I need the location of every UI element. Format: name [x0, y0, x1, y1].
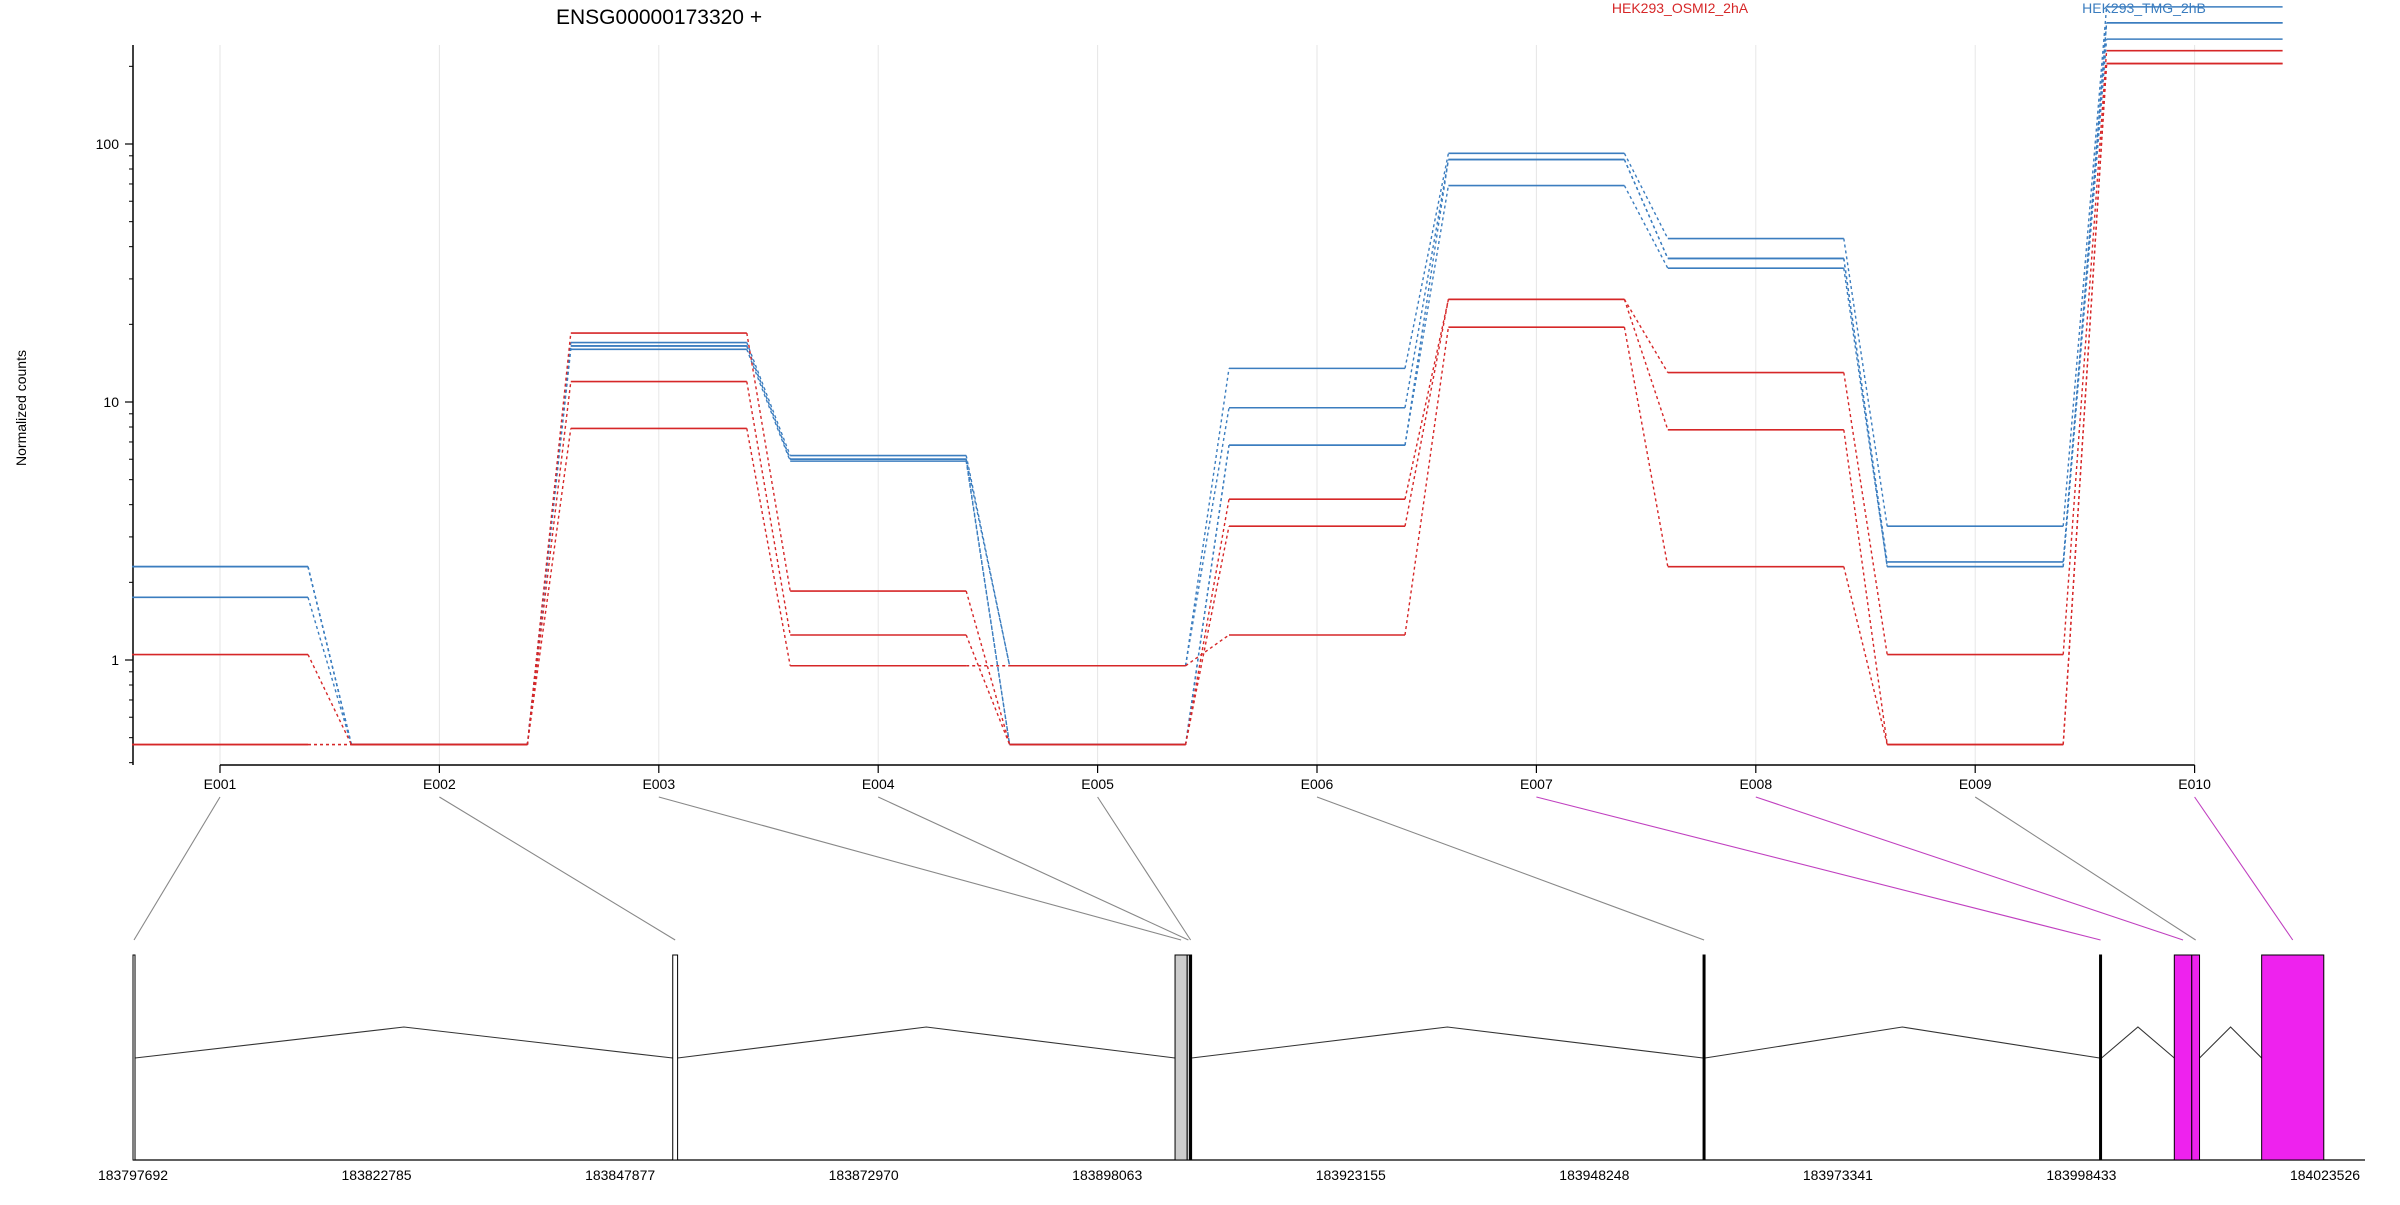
- series-connector: [965, 590, 1011, 745]
- series-connector: [1623, 298, 1669, 373]
- exon-link-e001: [133, 796, 221, 941]
- series-connector: [1185, 634, 1230, 667]
- legend-label-osmi2: HEK293_OSMI2_2hA: [1612, 0, 1749, 16]
- x-tick-label-e002: E002: [423, 776, 456, 792]
- genomic-coordinate-label: 183797692: [98, 1167, 168, 1183]
- series-connector: [1843, 429, 1888, 745]
- intron-line: [677, 1026, 1176, 1059]
- series-connector: [2062, 6, 2108, 527]
- series-connector: [307, 566, 353, 745]
- genomic-coordinate-label: 183923155: [1316, 1167, 1386, 1183]
- series-connector: [1843, 258, 1888, 567]
- x-tick-label-e005: E005: [1081, 776, 1114, 792]
- intron-line: [134, 1026, 673, 1059]
- genomic-coordinate-label: 183948248: [1559, 1167, 1629, 1183]
- exon-link-e007: [1536, 796, 2101, 941]
- series-connector: [526, 332, 572, 745]
- series-connector: [1843, 566, 1888, 745]
- series-connector: [1623, 327, 1669, 567]
- exon-box-e002: [672, 954, 679, 1161]
- exon-link-e003: [658, 796, 1182, 941]
- series-connector: [1843, 268, 1888, 567]
- y-tick-label: 1: [111, 652, 119, 668]
- x-tick-label-e003: E003: [642, 776, 675, 792]
- x-tick-label-e006: E006: [1301, 776, 1334, 792]
- series-connector: [746, 381, 791, 636]
- intron-line: [1704, 1026, 2100, 1059]
- series-connector: [1184, 407, 1230, 666]
- y-tick-label: 10: [103, 394, 119, 410]
- x-tick-label-e001: E001: [204, 776, 237, 792]
- genomic-coordinate-label: 183872970: [829, 1167, 899, 1183]
- series-connector: [1404, 327, 1450, 636]
- exon-link-e004: [877, 796, 1189, 941]
- y-axis-label: Normalized counts: [13, 350, 29, 466]
- series-connector: [746, 345, 791, 460]
- genomic-coordinate-label: 184023526: [2290, 1167, 2360, 1183]
- exon-box-e009: [2191, 954, 2201, 1161]
- series-connector: [746, 332, 791, 592]
- series-connector: [307, 654, 353, 745]
- intron-line: [2101, 1026, 2175, 1059]
- x-tick-label-e008: E008: [1739, 776, 1772, 792]
- series-connector: [746, 342, 791, 456]
- series-connector: [1404, 159, 1450, 446]
- intron-line: [1191, 1026, 1704, 1059]
- series-connector: [1623, 299, 1669, 431]
- legend-label-tmg: HEK293_TMG_2hB: [2082, 0, 2206, 16]
- exon-box-e006: [1702, 954, 1706, 1161]
- x-tick-label-e010: E010: [2178, 776, 2211, 792]
- series-connector: [526, 428, 572, 745]
- genomic-coordinate-label: 183822785: [342, 1167, 412, 1183]
- exon-link-e005: [1097, 796, 1192, 941]
- x-tick-label-e004: E004: [862, 776, 895, 792]
- exon-box-e003: [1174, 954, 1188, 1161]
- x-tick-label-e007: E007: [1520, 776, 1553, 792]
- exon-link-e009: [1974, 796, 2196, 941]
- series-connector: [965, 459, 1011, 666]
- series-connector: [1404, 153, 1450, 369]
- exon-link-e008: [1755, 796, 2184, 941]
- exon-box-e010: [2261, 954, 2325, 1161]
- series-connector: [2062, 50, 2108, 655]
- exon-link-e010: [2194, 796, 2294, 941]
- series-connector: [2062, 22, 2108, 562]
- series-connector: [1404, 299, 1450, 527]
- chart-title: ENSG00000173320 +: [556, 6, 762, 29]
- series-connector: [965, 634, 1011, 745]
- genomic-coordinate-label: 183898063: [1072, 1167, 1142, 1183]
- series-connector: [1623, 153, 1669, 239]
- y-tick-label: 100: [96, 136, 120, 152]
- series-connector: [1184, 368, 1230, 666]
- exon-link-e002: [439, 796, 676, 941]
- genomic-coordinate-label: 183973341: [1803, 1167, 1873, 1183]
- series-connector: [746, 428, 791, 666]
- x-tick-label-e009: E009: [1959, 776, 1992, 792]
- intron-line: [2199, 1026, 2263, 1059]
- exon-box-e007: [2099, 954, 2103, 1161]
- genomic-coordinate-label: 183998433: [2046, 1167, 2116, 1183]
- series-connector: [526, 381, 572, 745]
- series-connector: [2062, 22, 2108, 567]
- series-line: [132, 62, 2283, 746]
- exon-link-e006: [1316, 796, 1705, 941]
- series-connector: [1184, 445, 1230, 745]
- series-connector: [1404, 299, 1450, 500]
- exon-box-e001: [132, 954, 136, 1161]
- genomic-coordinate-label: 183847877: [585, 1167, 655, 1183]
- series-connector: [1843, 238, 1888, 527]
- series-connector: [307, 597, 353, 745]
- exon-box-e005: [1189, 954, 1193, 1161]
- series-connector: [1184, 526, 1230, 745]
- series-connector: [746, 349, 791, 462]
- series-connector: [965, 459, 1011, 745]
- exon-box-e008: [2173, 954, 2193, 1161]
